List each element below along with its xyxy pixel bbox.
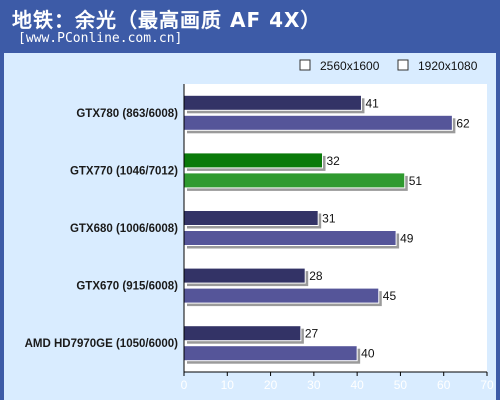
legend-label: 2560x1600 xyxy=(320,59,380,73)
bar xyxy=(183,287,380,304)
bar xyxy=(183,152,324,169)
data-label: 32 xyxy=(327,154,341,168)
data-label: 62 xyxy=(456,116,470,130)
category-label: GTX680 (1006/6008) xyxy=(70,223,178,235)
bar xyxy=(183,230,397,246)
x-tick-label: 30 xyxy=(307,378,321,392)
bar xyxy=(183,210,319,226)
data-label: 27 xyxy=(305,327,319,341)
source-label: [www.PConline.com.cn] xyxy=(18,31,183,46)
legend-swatch xyxy=(397,59,409,71)
x-tick-label: 20 xyxy=(264,378,278,392)
x-tick-label: 60 xyxy=(437,378,451,392)
category-label: GTX670 (915/6008) xyxy=(76,281,178,293)
data-label: 28 xyxy=(309,269,323,283)
legend-label: 1920x1080 xyxy=(418,59,478,73)
bar xyxy=(183,267,306,284)
bar xyxy=(183,94,362,111)
bar xyxy=(183,172,406,189)
x-tick-label: 10 xyxy=(221,378,235,392)
chart-title: 地铁：余光（最高画质 AF 4X） xyxy=(12,8,322,32)
category-label: AMD HD7970GE (1050/6000) xyxy=(25,338,179,350)
data-label: 40 xyxy=(361,347,375,361)
data-label: 31 xyxy=(322,212,336,226)
data-label: 45 xyxy=(383,289,397,303)
x-tick-label: 50 xyxy=(394,378,408,392)
data-label: 49 xyxy=(400,232,414,246)
bar xyxy=(183,114,453,131)
x-tick-label: 40 xyxy=(350,378,364,392)
data-label: 41 xyxy=(365,96,379,110)
x-tick-label: 0 xyxy=(181,378,188,392)
data-label: 51 xyxy=(409,174,423,188)
legend-swatch xyxy=(299,59,311,71)
x-tick-label: 70 xyxy=(480,378,494,392)
category-label: GTX770 (1046/7012) xyxy=(70,165,178,177)
bar xyxy=(183,325,302,342)
category-label: GTX780 (863/6008) xyxy=(76,108,178,120)
bar xyxy=(183,345,358,362)
